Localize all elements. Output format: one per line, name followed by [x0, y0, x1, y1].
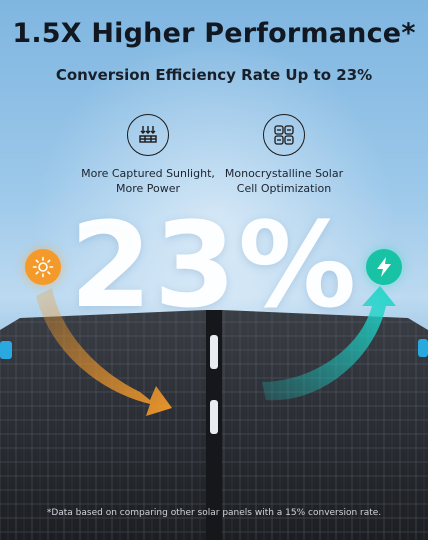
efficiency-highlight: 23% [69, 196, 359, 334]
sunlight-arrow [36, 288, 172, 416]
page-title: 1.5X Higher Performance* [12, 18, 416, 49]
feature-line-2: More Power [115, 182, 181, 195]
footer-disclaimer: *Data based on comparing other solar pan… [46, 508, 382, 518]
solar-panel [0, 310, 428, 540]
feature-line-1: Monocrystalline Solar [224, 167, 344, 180]
sunlight-rays-icon [127, 114, 169, 156]
power-arrow [262, 286, 396, 401]
page-subtitle: Conversion Efficiency Rate Up to 23% [55, 66, 373, 84]
feature-line-1: More Captured Sunlight, [81, 167, 215, 180]
feature-line-2: Cell Optimization [236, 182, 332, 195]
feature-captured-sunlight: More Captured Sunlight, More Power [63, 114, 233, 196]
lightning-bolt-icon [366, 249, 402, 285]
feature-monocrystalline: Monocrystalline Solar Cell Optimization [199, 114, 369, 196]
sun-icon [25, 249, 61, 285]
monocrystalline-cells-icon [263, 114, 305, 156]
